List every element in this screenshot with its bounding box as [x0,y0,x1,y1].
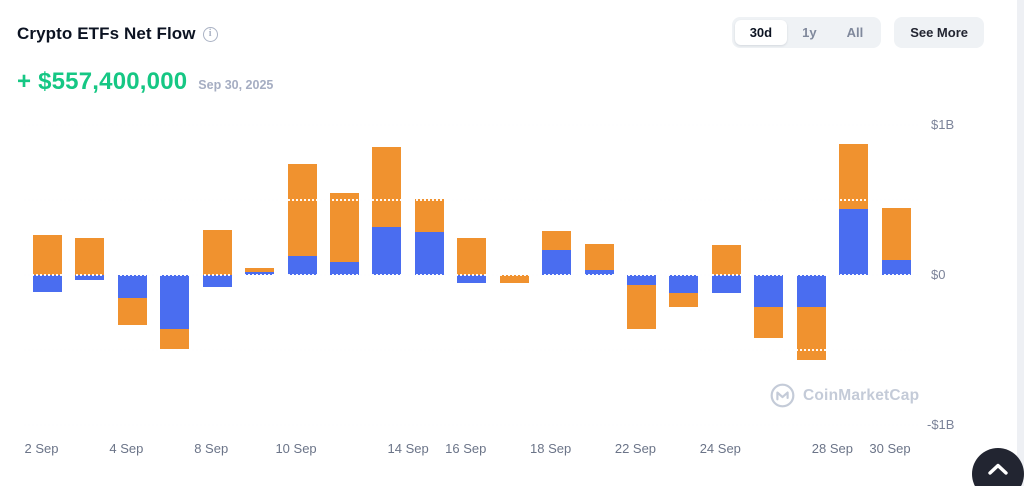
bar-segment-blue-30-sep[interactable] [881,260,911,275]
bar-segment-blue-29-sep[interactable] [839,208,869,275]
gridline-overlay [24,349,918,351]
bar-segment-orange-3-sep[interactable] [75,237,105,275]
bar-segment-orange-5-sep[interactable] [160,329,190,350]
gridline-overlay [24,274,918,276]
bar-segment-blue-15-sep[interactable] [414,231,444,275]
page-title: Crypto ETFs Net Flow [17,24,196,43]
bar-segment-blue-16-sep[interactable] [457,275,487,284]
net-flow-value: + $557,400,000 [17,68,188,95]
bar-segment-blue-25-sep[interactable] [754,275,784,307]
bar-segment-orange-2-sep[interactable] [33,234,62,275]
bar-segment-blue-24-sep[interactable] [711,275,741,293]
bar-segment-orange-18-sep[interactable] [542,230,572,251]
bar-segment-blue-12-sep[interactable] [372,226,402,275]
gridline-overlay [24,424,918,426]
bar-segment-orange-23-sep[interactable] [669,293,699,307]
net-flow-date: Sep 30, 2025 [198,78,274,92]
gridline-overlay [24,199,918,201]
bar-segment-orange-24-sep[interactable] [711,245,741,275]
bar-segment-orange-17-sep[interactable] [499,275,529,283]
bar-segment-orange-22-sep[interactable] [626,284,656,329]
bar-segment-blue-19-sep[interactable] [584,269,614,275]
y-axis-label: $1B [931,117,955,132]
bar-segment-orange-8-sep[interactable] [202,230,232,275]
tab-all[interactable]: All [832,20,879,45]
bar-segment-orange-26-sep[interactable] [796,307,826,360]
headline: + $557,400,000 Sep 30, 2025 [17,68,273,96]
x-axis-label: 8 Sep [194,441,229,456]
bar-segment-blue-3-sep[interactable] [75,275,105,281]
x-axis-label: 2 Sep [24,441,59,456]
x-axis-label: 16 Sep [445,441,487,456]
y-axis-label: -$1B [927,417,955,432]
bar-segment-blue-11-sep[interactable] [329,261,359,275]
see-more-button[interactable]: See More [894,17,984,48]
x-axis-label: 22 Sep [614,441,657,456]
x-axis-label: 24 Sep [699,441,741,456]
x-axis-label: 14 Sep [387,441,429,456]
bar-segment-orange-25-sep[interactable] [754,306,784,338]
y-axis-label: $0 [931,267,946,282]
bar-segment-blue-18-sep[interactable] [542,250,572,275]
coinmarketcap-logo-icon [770,383,795,408]
bar-segment-orange-15-sep[interactable] [414,198,444,232]
bar-segment-orange-10-sep[interactable] [287,164,317,256]
bar-segment-blue-2-sep[interactable] [33,275,62,293]
bar-segment-orange-11-sep[interactable] [329,192,359,262]
page-scrollbar[interactable] [1017,0,1024,486]
scroll-to-top-button[interactable] [972,448,1024,486]
gridline-overlay [24,124,918,126]
chart-controls: 30d 1y All See More [731,17,984,48]
bar-segment-blue-4-sep[interactable] [117,275,147,299]
tab-1y[interactable]: 1y [787,20,831,45]
x-axis-label: 28 Sep [811,441,853,456]
bar-segment-orange-4-sep[interactable] [117,298,147,325]
x-axis-label: 30 Sep [869,441,911,456]
bar-segment-orange-29-sep[interactable] [839,143,869,209]
chevron-up-icon [987,462,1009,476]
bar-segment-blue-22-sep[interactable] [626,275,656,285]
bar-segment-orange-30-sep[interactable] [881,207,911,261]
bar-segment-orange-9-sep[interactable] [245,268,275,272]
info-icon[interactable]: i [202,26,218,42]
header: Crypto ETFs Net Flow i [17,24,218,44]
bar-segment-blue-5-sep[interactable] [160,275,190,330]
x-axis-label: 10 Sep [275,441,317,456]
bar-segment-blue-10-sep[interactable] [287,255,317,275]
x-axis-label: 4 Sep [109,441,144,456]
bar-segment-orange-16-sep[interactable] [457,238,487,275]
bar-segment-orange-19-sep[interactable] [584,244,614,270]
watermark-label: CoinMarketCap [803,386,920,404]
bar-segment-blue-9-sep[interactable] [245,272,275,275]
bar-segment-orange-12-sep[interactable] [372,146,402,227]
x-axis-label: 18 Sep [529,441,572,456]
watermark: CoinMarketCap [770,383,919,408]
tab-30d[interactable]: 30d [734,20,788,45]
bar-segment-blue-23-sep[interactable] [669,275,699,293]
bar-segment-blue-26-sep[interactable] [796,275,826,308]
range-tab-group: 30d 1y All [731,17,882,48]
bar-segment-blue-8-sep[interactable] [202,275,232,287]
